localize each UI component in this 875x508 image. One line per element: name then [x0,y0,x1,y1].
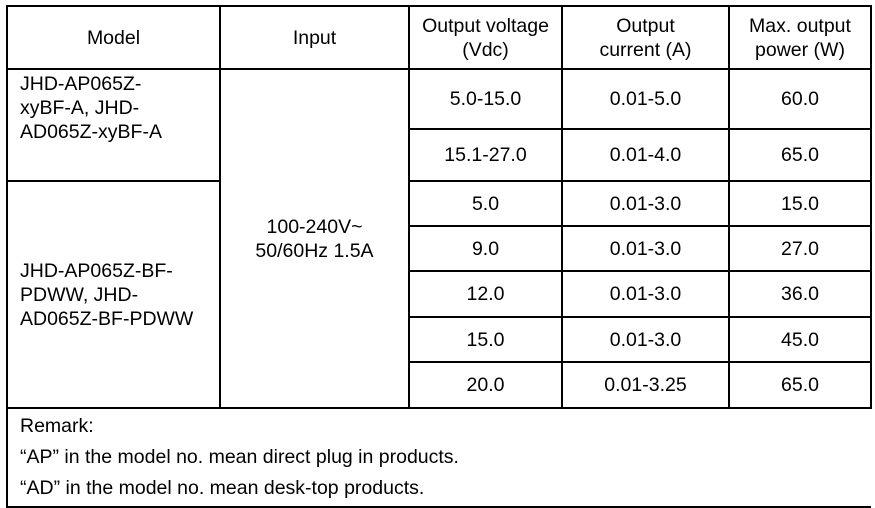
header-power: Max. output power (W) [728,5,872,70]
model-cell: JHD-AP065Z-xyBF-A, JHD-AD065Z-xyBF-A [6,68,221,182]
table-row: 15.0 0.01-3.0 45.0 [7,316,872,363]
voltage-cell: 9.0 [408,225,563,272]
table-row: 20.0 0.01-3.25 65.0 [7,361,872,409]
current-cell: 0.01-3.0 [561,180,730,227]
current-cell: 0.01-5.0 [561,68,730,130]
table-row: JHD-AP065Z-BF-PDWW, JHD-AD065Z-BF-PDWW 5… [6,180,872,409]
remark-row: Remark: “AP” in the model no. mean direc… [6,407,871,508]
model-cell: JHD-AP065Z-BF-PDWW, JHD-AD065Z-BF-PDWW [6,180,221,409]
voltage-cell: 5.0-15.0 [408,68,563,130]
remark-cell: Remark: “AP” in the model no. mean direc… [6,407,871,508]
voltage-cell: 15.0 [408,316,563,363]
power-cell: 65.0 [728,361,872,409]
header-current: Output current (A) [561,5,730,70]
table-row: 15.1-27.0 0.01-4.0 65.0 [7,128,872,182]
voltage-cell: 5.0 [408,180,563,227]
power-cell: 60.0 [728,68,872,130]
header-voltage: Output voltage (Vdc) [408,5,563,70]
table-row: 12.0 0.01-3.0 36.0 [7,270,872,318]
power-cell: 15.0 [728,180,872,227]
power-cell: 65.0 [728,128,872,182]
voltage-cell: 20.0 [408,361,563,409]
current-cell: 0.01-3.0 [561,225,730,272]
remark-title: Remark: [20,415,94,437]
current-cell: 0.01-3.25 [561,361,730,409]
table-row: JHD-AP065Z-xyBF-A, JHD-AD065Z-xyBF-A 100… [6,68,872,409]
voltage-cell: 12.0 [408,270,563,318]
current-cell: 0.01-3.0 [561,316,730,363]
current-cell: 0.01-4.0 [561,128,730,182]
header-row: Model Input Output voltage (Vdc) Output … [6,5,872,70]
remark-line: “AP” in the model no. mean direct plug i… [20,446,459,468]
table-row: 9.0 0.01-3.0 27.0 [7,225,872,272]
header-input: Input [219,5,410,70]
power-cell: 36.0 [728,270,872,318]
current-cell: 0.01-3.0 [561,270,730,318]
spec-table: Model Input Output voltage (Vdc) Output … [6,5,872,508]
power-cell: 45.0 [728,316,872,363]
power-cell: 27.0 [728,225,872,272]
voltage-cell: 15.1-27.0 [408,128,563,182]
input-cell: 100-240V~ 50/60Hz 1.5A [219,68,410,409]
header-model: Model [6,5,221,70]
remark-line: “AD” in the model no. mean desk-top prod… [20,477,425,499]
